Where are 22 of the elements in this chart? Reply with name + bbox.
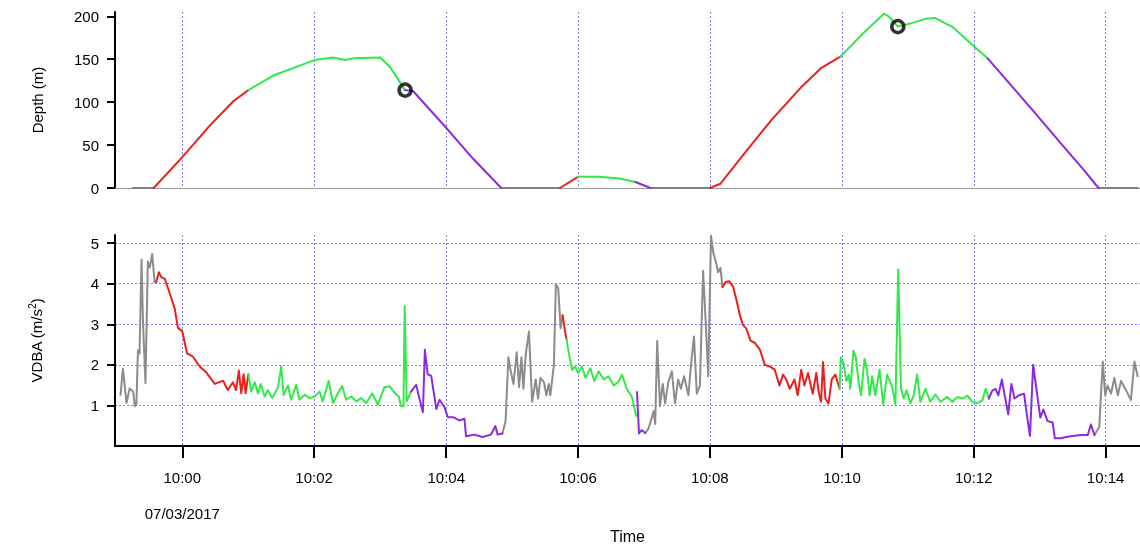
- y-tick-label: 200: [73, 7, 99, 25]
- text: 07/03/2017: [144, 505, 220, 522]
- x-tick-label: 10:04: [427, 469, 466, 486]
- y-tick-label: 3: [90, 315, 99, 333]
- x-tick-label: 10:00: [163, 469, 202, 486]
- y-tick-label: 100: [73, 93, 99, 111]
- x-axis-title: Time: [610, 527, 646, 545]
- y-tick-label: 0: [90, 179, 99, 197]
- y-tick-label: 50: [82, 136, 99, 154]
- x-tick-label: 10:08: [691, 469, 729, 486]
- y-axis-title: VDBA (m/s2): [26, 298, 45, 383]
- y-tick-label: 1: [90, 396, 99, 414]
- y-tick-label: 4: [90, 275, 99, 293]
- y-tick-label: 2: [90, 356, 99, 374]
- x-tick-label: 10:06: [559, 469, 597, 486]
- y-tick-label: 150: [73, 50, 99, 68]
- x-tick-label: 10:02: [295, 469, 333, 486]
- y-axis-title: Depth (m): [29, 66, 46, 134]
- x-tick-label: 10:14: [1086, 469, 1125, 486]
- y-tick-label: 5: [90, 234, 99, 252]
- x-tick-label: 10:10: [823, 469, 861, 486]
- x-tick-label: 10:12: [955, 469, 993, 486]
